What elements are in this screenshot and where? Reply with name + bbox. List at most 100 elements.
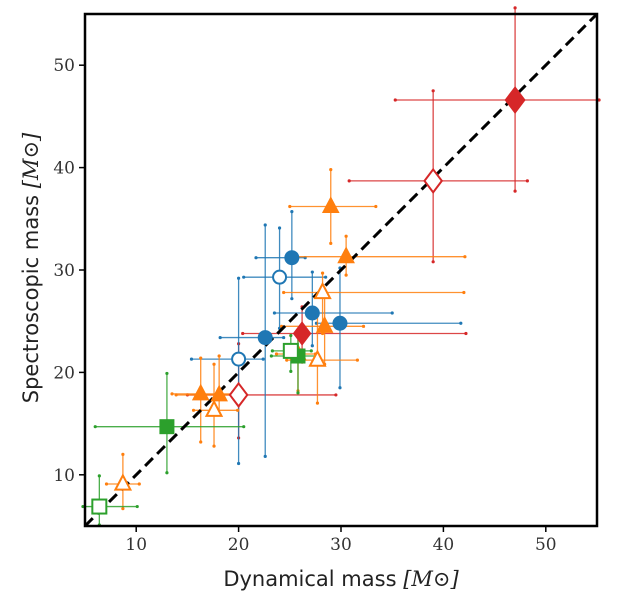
error-cap — [269, 354, 273, 358]
error-cap — [270, 349, 274, 353]
error-cap — [464, 331, 468, 336]
error-cap — [93, 425, 97, 429]
error-cap — [513, 189, 517, 193]
y-tick-label-40: 40 — [53, 159, 75, 179]
y-tick-label-10: 10 — [53, 466, 75, 486]
y-tick-label-30: 30 — [53, 261, 75, 281]
error-cap — [320, 271, 325, 275]
x-axis-label: Dynamical mass [M⊙] — [223, 567, 459, 591]
green-square-marker-23 — [282, 342, 299, 359]
error-cap — [165, 471, 169, 475]
orange-triangle-marker-11 — [337, 246, 355, 264]
error-cap — [361, 324, 366, 328]
error-cap — [289, 333, 293, 338]
error-cap — [237, 461, 241, 466]
error-cap — [137, 482, 141, 486]
error-cap — [282, 290, 286, 295]
error-cap — [218, 335, 222, 340]
x-axis-ticks: 10 20 30 40 50 — [125, 526, 557, 555]
error-cap — [174, 393, 178, 397]
x-tick-label-10: 10 — [125, 535, 147, 555]
error-cap — [217, 354, 221, 358]
error-cap — [261, 357, 265, 361]
red-diamond-marker-2 — [423, 167, 444, 195]
x-tick-label-40: 40 — [433, 535, 455, 555]
error-cap — [277, 226, 282, 230]
error-bar-11 — [290, 234, 467, 277]
error-cap — [282, 335, 286, 340]
error-cap — [241, 331, 245, 336]
error-cap — [121, 452, 125, 456]
error-cap — [431, 260, 435, 264]
error-cap — [459, 321, 463, 325]
y-axis-label: Spectroscopic mass [M⊙] — [19, 132, 43, 403]
green-square-marker-24 — [91, 498, 108, 515]
orange-triangle-marker-14 — [315, 316, 334, 333]
error-cap — [285, 358, 289, 362]
error-cap — [170, 392, 174, 396]
error-cap — [165, 371, 169, 376]
error-cap — [135, 504, 139, 509]
error-cap — [338, 386, 342, 390]
error-cap — [324, 275, 328, 279]
one-to-one-reference-line — [83, 12, 599, 528]
error-cap — [254, 256, 258, 260]
error-cap — [235, 408, 240, 412]
markers-layer — [91, 86, 526, 515]
error-cap — [104, 482, 109, 486]
blue-circle-marker-7 — [304, 305, 320, 321]
y-tick-label-20: 20 — [53, 363, 75, 383]
blue-circle-marker-9 — [257, 330, 273, 346]
error-cap — [290, 297, 294, 301]
error-cap — [344, 234, 348, 238]
error-cap — [263, 223, 267, 227]
error-cap — [329, 168, 333, 172]
orange-triangle-marker-20 — [113, 473, 133, 491]
y-axis-label-unit: [M⊙] — [19, 132, 43, 188]
error-cap — [290, 210, 294, 214]
orange-triangle-marker-18 — [210, 384, 228, 402]
error-cap — [315, 401, 320, 405]
orange-triangle-marker-15 — [308, 349, 327, 367]
red-diamond-marker-3 — [292, 321, 312, 346]
x-tick-label-50: 50 — [535, 535, 557, 555]
blue-circle-marker-8 — [332, 315, 348, 331]
error-bars-layer — [81, 6, 601, 527]
error-cap — [263, 454, 267, 458]
error-cap — [463, 255, 467, 259]
error-cap — [329, 241, 333, 245]
error-cap — [347, 179, 351, 183]
orange-triangle-marker-12 — [321, 196, 340, 214]
red-diamond-marker-4 — [228, 381, 249, 409]
error-cap — [309, 349, 313, 353]
error-cap — [272, 311, 277, 315]
x-tick-label-20: 20 — [228, 535, 250, 555]
x-tick-label-30: 30 — [330, 535, 352, 555]
error-cap — [199, 440, 203, 444]
error-bar-10 — [189, 276, 265, 466]
error-cap — [344, 273, 348, 277]
error-cap — [237, 276, 241, 280]
error-cap — [374, 204, 378, 209]
error-cap — [97, 474, 101, 478]
error-cap — [355, 358, 359, 362]
error-cap — [334, 393, 338, 397]
red-diamond-marker-1 — [504, 86, 526, 114]
error-cap — [310, 270, 314, 274]
error-cap — [242, 275, 246, 279]
y-axis-ticks: 10 20 30 40 50 — [53, 56, 85, 486]
error-bar-9 — [218, 223, 286, 458]
error-cap — [390, 311, 394, 315]
error-cap — [212, 362, 216, 366]
error-cap — [525, 179, 529, 183]
y-tick-label-50: 50 — [53, 56, 75, 76]
error-cap — [296, 391, 300, 395]
error-cap — [462, 290, 466, 295]
orange-triangle-marker-19 — [204, 399, 224, 417]
blue-circle-marker-10 — [231, 351, 247, 367]
error-cap — [242, 425, 246, 429]
x-axis-label-text: Dynamical mass — [223, 567, 396, 591]
orange-triangle-marker-17 — [191, 383, 210, 401]
error-cap — [189, 357, 194, 361]
error-cap — [393, 98, 397, 102]
